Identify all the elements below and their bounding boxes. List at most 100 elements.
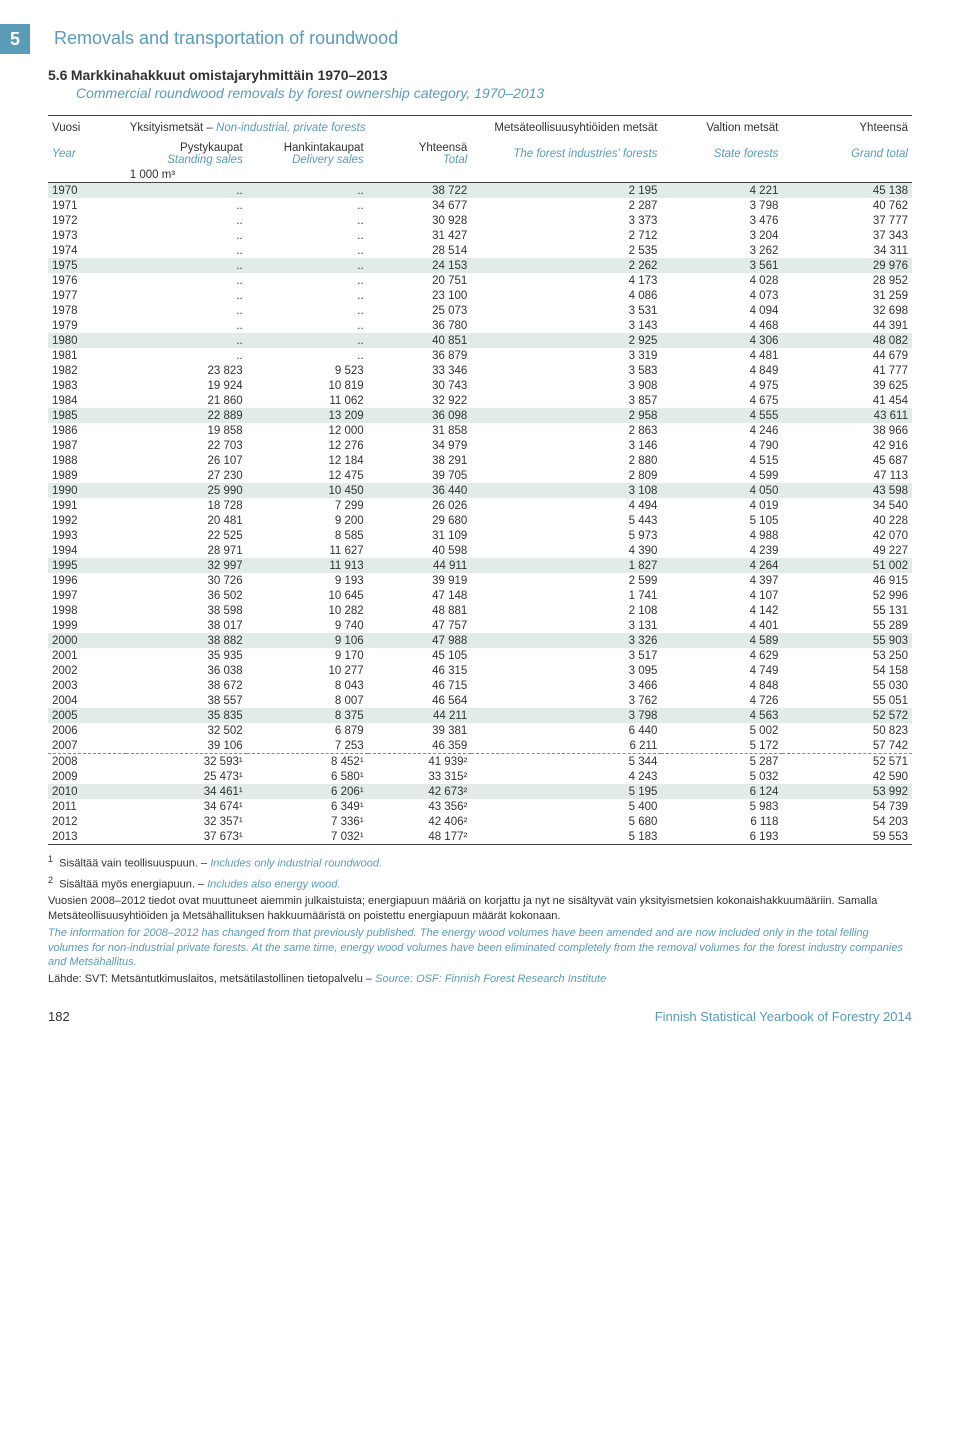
- cell: 3 262: [661, 243, 782, 258]
- cell: 11 062: [247, 393, 368, 408]
- cell: 2000: [48, 633, 126, 648]
- cell: ..: [247, 258, 368, 273]
- cell: 46 715: [368, 678, 472, 693]
- cell: 3 476: [661, 213, 782, 228]
- cell: 12 000: [247, 423, 368, 438]
- cell: 5 344: [471, 754, 661, 770]
- cell: 3 146: [471, 438, 661, 453]
- cell: 2005: [48, 708, 126, 723]
- cell: 4 107: [661, 588, 782, 603]
- cell: ..: [126, 348, 247, 363]
- cell: ..: [126, 333, 247, 348]
- table-row: 1975....24 1532 2623 56129 976: [48, 258, 912, 273]
- cell: 30 743: [368, 378, 472, 393]
- cell: 37 673¹: [126, 829, 247, 844]
- cell: 52 996: [782, 588, 912, 603]
- cell: 51 002: [782, 558, 912, 573]
- cell: 3 798: [661, 198, 782, 213]
- cell: 53 992: [782, 784, 912, 799]
- table-row: 1979....36 7803 1434 46844 391: [48, 318, 912, 333]
- cell: 10 645: [247, 588, 368, 603]
- cell: 1998: [48, 603, 126, 618]
- section-title-en: Commercial roundwood removals by forest …: [48, 85, 912, 101]
- cell: 22 703: [126, 438, 247, 453]
- cell: ..: [247, 213, 368, 228]
- cell: 1972: [48, 213, 126, 228]
- cell: 12 475: [247, 468, 368, 483]
- cell: 42 070: [782, 528, 912, 543]
- cell: 3 326: [471, 633, 661, 648]
- cell: 1979: [48, 318, 126, 333]
- cell: 4 019: [661, 498, 782, 513]
- cell: 47 113: [782, 468, 912, 483]
- cell: 36 879: [368, 348, 472, 363]
- cell: ..: [126, 318, 247, 333]
- table-row: 201232 357¹7 336¹42 406²5 6806 11854 203: [48, 814, 912, 829]
- cell: 4 675: [661, 393, 782, 408]
- cell: 20 751: [368, 273, 472, 288]
- data-table: Vuosi Yksityismetsät – Non-industrial, p…: [48, 116, 912, 844]
- cell: 4 306: [661, 333, 782, 348]
- cell: ..: [247, 183, 368, 198]
- cell: 1999: [48, 618, 126, 633]
- table-row: 199838 59810 28248 8812 1084 14255 131: [48, 603, 912, 618]
- cell: 2 108: [471, 603, 661, 618]
- cell: 4 726: [661, 693, 782, 708]
- cell: 6 124: [661, 784, 782, 799]
- cell: 9 740: [247, 618, 368, 633]
- table-row: 199630 7269 19339 9192 5994 39746 915: [48, 573, 912, 588]
- publication-title: Finnish Statistical Yearbook of Forestry…: [655, 1009, 912, 1024]
- cell: 10 277: [247, 663, 368, 678]
- cell: 5 105: [661, 513, 782, 528]
- source-fi: Lähde: SVT: Metsäntutkimuslaitos, metsät…: [48, 973, 375, 985]
- cell: 1987: [48, 438, 126, 453]
- cell: 38 722: [368, 183, 472, 198]
- cell: 38 557: [126, 693, 247, 708]
- cell: 27 230: [126, 468, 247, 483]
- cell: 2010: [48, 784, 126, 799]
- cell: 1989: [48, 468, 126, 483]
- cell: 1990: [48, 483, 126, 498]
- cell: 33 346: [368, 363, 472, 378]
- cell: 2006: [48, 723, 126, 738]
- cell: 23 100: [368, 288, 472, 303]
- cell: 12 276: [247, 438, 368, 453]
- cell: 52 571: [782, 754, 912, 770]
- cell: 1985: [48, 408, 126, 423]
- cell: 3 857: [471, 393, 661, 408]
- cell: 6 193: [661, 829, 782, 844]
- cell: 55 903: [782, 633, 912, 648]
- cell: 3 583: [471, 363, 661, 378]
- table-row: 201134 674¹6 349¹43 356²5 4005 98354 739: [48, 799, 912, 814]
- cell: ..: [126, 273, 247, 288]
- cell: 1997: [48, 588, 126, 603]
- cell: 20 481: [126, 513, 247, 528]
- cell: 6 879: [247, 723, 368, 738]
- cell: ..: [126, 258, 247, 273]
- table-row: 200135 9359 17045 1053 5174 62953 250: [48, 648, 912, 663]
- fn2-en: Includes also energy wood.: [207, 878, 340, 890]
- cell: 4 221: [661, 183, 782, 198]
- cell: 4 555: [661, 408, 782, 423]
- hdr-valtion-fi: Valtion metsät: [706, 122, 778, 134]
- cell: ..: [247, 303, 368, 318]
- cell: 12 184: [247, 453, 368, 468]
- cell: 3 908: [471, 378, 661, 393]
- table-row: 1972....30 9283 3733 47637 777: [48, 213, 912, 228]
- cell: 4 468: [661, 318, 782, 333]
- cell: 9 193: [247, 573, 368, 588]
- cell: 34 674¹: [126, 799, 247, 814]
- cell: 1986: [48, 423, 126, 438]
- cell: 9 170: [247, 648, 368, 663]
- cell: 2 880: [471, 453, 661, 468]
- cell: 4 629: [661, 648, 782, 663]
- cell: 25 073: [368, 303, 472, 318]
- cell: 3 466: [471, 678, 661, 693]
- cell: 38 291: [368, 453, 472, 468]
- cell: 44 391: [782, 318, 912, 333]
- cell: 4 790: [661, 438, 782, 453]
- cell: 3 319: [471, 348, 661, 363]
- cell: 29 976: [782, 258, 912, 273]
- cell: 6 211: [471, 738, 661, 754]
- table-row: 1976....20 7514 1734 02828 952: [48, 273, 912, 288]
